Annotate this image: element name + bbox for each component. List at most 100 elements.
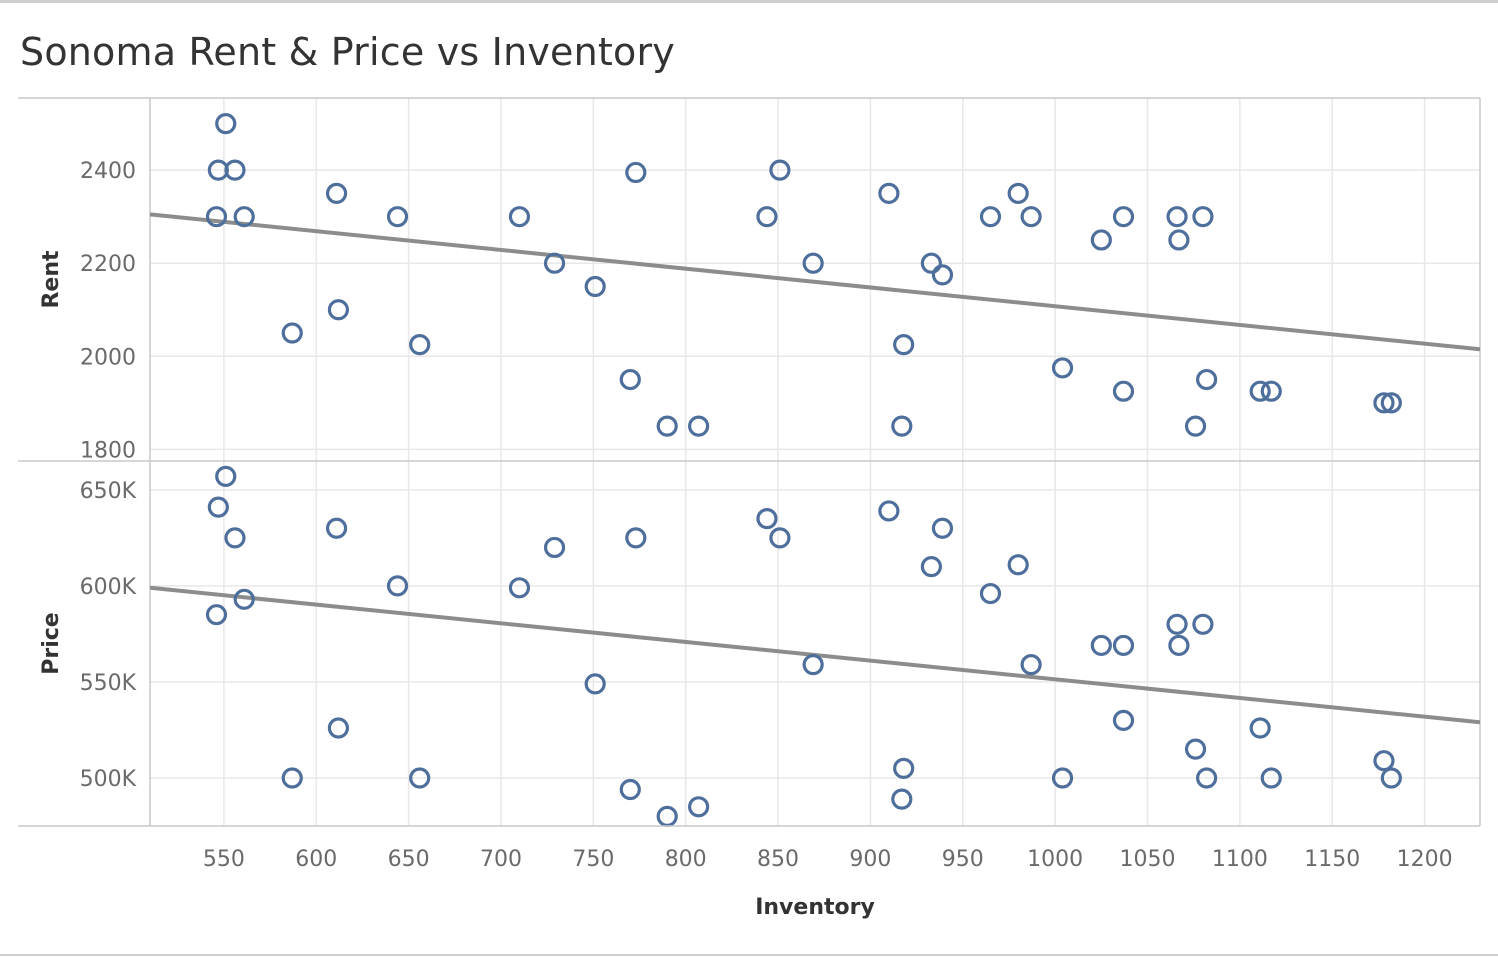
data-point	[931, 517, 954, 539]
data-point	[769, 527, 791, 549]
x-tick-label: 550	[203, 847, 245, 872]
data-point	[1166, 613, 1188, 635]
data-point	[205, 206, 228, 228]
data-point	[1020, 206, 1042, 228]
data-point	[656, 415, 678, 437]
data-point	[1249, 717, 1271, 739]
x-tick-label: 1050	[1120, 847, 1176, 872]
data-point	[802, 252, 824, 274]
data-point	[1051, 767, 1074, 789]
data-point	[893, 757, 915, 779]
y-tick-label: 2000	[80, 345, 136, 370]
x-tick-label: 1200	[1397, 847, 1453, 872]
x-tick-label: 800	[665, 847, 707, 872]
data-point	[979, 582, 1002, 605]
data-point	[1196, 368, 1218, 391]
data-point	[327, 717, 350, 739]
data-point	[584, 673, 606, 695]
x-axis-title: Inventory	[755, 895, 875, 920]
data-point	[891, 415, 913, 437]
data-point	[224, 527, 246, 549]
data-point	[508, 206, 531, 228]
x-tick-label: 700	[480, 847, 522, 872]
data-point	[920, 556, 942, 578]
top-rule	[0, 0, 1498, 3]
data-point	[1090, 634, 1112, 657]
data-point	[1112, 206, 1135, 228]
data-point	[688, 796, 710, 818]
y-tick-label: 2200	[80, 252, 136, 277]
data-point	[233, 588, 255, 610]
data-point	[224, 159, 246, 181]
y-tick-label: 550K	[80, 671, 137, 696]
data-point	[1112, 709, 1135, 731]
data-point	[625, 527, 647, 549]
data-point	[656, 805, 678, 827]
data-point	[979, 206, 1002, 228]
x-tick-label: 900	[849, 847, 891, 872]
data-point	[409, 767, 431, 789]
data-point	[893, 334, 915, 356]
x-tick-label: 750	[572, 847, 614, 872]
data-point	[215, 112, 237, 135]
x-tick-label: 1100	[1212, 847, 1268, 872]
data-point	[543, 536, 566, 559]
data-point	[1196, 767, 1218, 789]
data-point	[1380, 767, 1402, 789]
data-point	[281, 322, 303, 344]
data-point	[1249, 380, 1271, 402]
chart-title: Sonoma Rent & Price vs Inventory	[20, 30, 675, 74]
data-point	[1373, 392, 1395, 414]
x-tick-label: 950	[942, 847, 984, 872]
data-point	[207, 496, 229, 518]
data-point	[215, 465, 237, 487]
data-point	[1020, 654, 1042, 676]
y-tick-label: 1800	[80, 438, 136, 463]
data-point	[584, 275, 606, 298]
data-point	[619, 368, 641, 391]
data-point	[205, 604, 228, 626]
data-point	[233, 206, 255, 228]
data-point	[1168, 634, 1190, 657]
x-tick-label: 650	[388, 847, 430, 872]
data-point	[1051, 357, 1074, 379]
data-point	[327, 299, 350, 321]
data-point	[508, 577, 531, 599]
y-tick-label: 600K	[80, 575, 137, 600]
data-point	[409, 334, 431, 356]
data-point	[756, 508, 778, 530]
data-point	[625, 161, 647, 184]
x-tick-label: 600	[295, 847, 337, 872]
bottom-rule	[0, 954, 1498, 956]
data-point	[1166, 206, 1188, 228]
data-point	[1192, 613, 1214, 635]
trend-line	[150, 212, 1480, 352]
data-point	[931, 264, 954, 286]
data-point	[1184, 415, 1207, 437]
y-tick-label: 500K	[80, 767, 137, 792]
data-point	[619, 778, 641, 801]
y-axis-title: Rent	[39, 250, 64, 309]
data-point	[1380, 392, 1402, 414]
data-point	[1168, 229, 1190, 251]
y-tick-label: 650K	[80, 479, 137, 504]
data-point	[920, 252, 942, 274]
data-point	[1192, 206, 1214, 228]
data-point	[1090, 229, 1112, 251]
y-tick-label: 2400	[80, 159, 136, 184]
data-point	[878, 500, 900, 522]
data-point	[1112, 380, 1135, 402]
data-point	[281, 767, 303, 789]
data-point	[1260, 767, 1282, 789]
data-point	[386, 575, 409, 597]
data-point	[325, 517, 348, 539]
data-point	[878, 182, 900, 205]
x-tick-label: 1000	[1027, 847, 1083, 872]
data-point	[688, 415, 710, 437]
x-tick-label: 1150	[1304, 847, 1360, 872]
data-point	[1184, 738, 1207, 760]
data-point	[1260, 380, 1282, 402]
data-point	[386, 206, 409, 228]
data-point	[769, 159, 791, 181]
